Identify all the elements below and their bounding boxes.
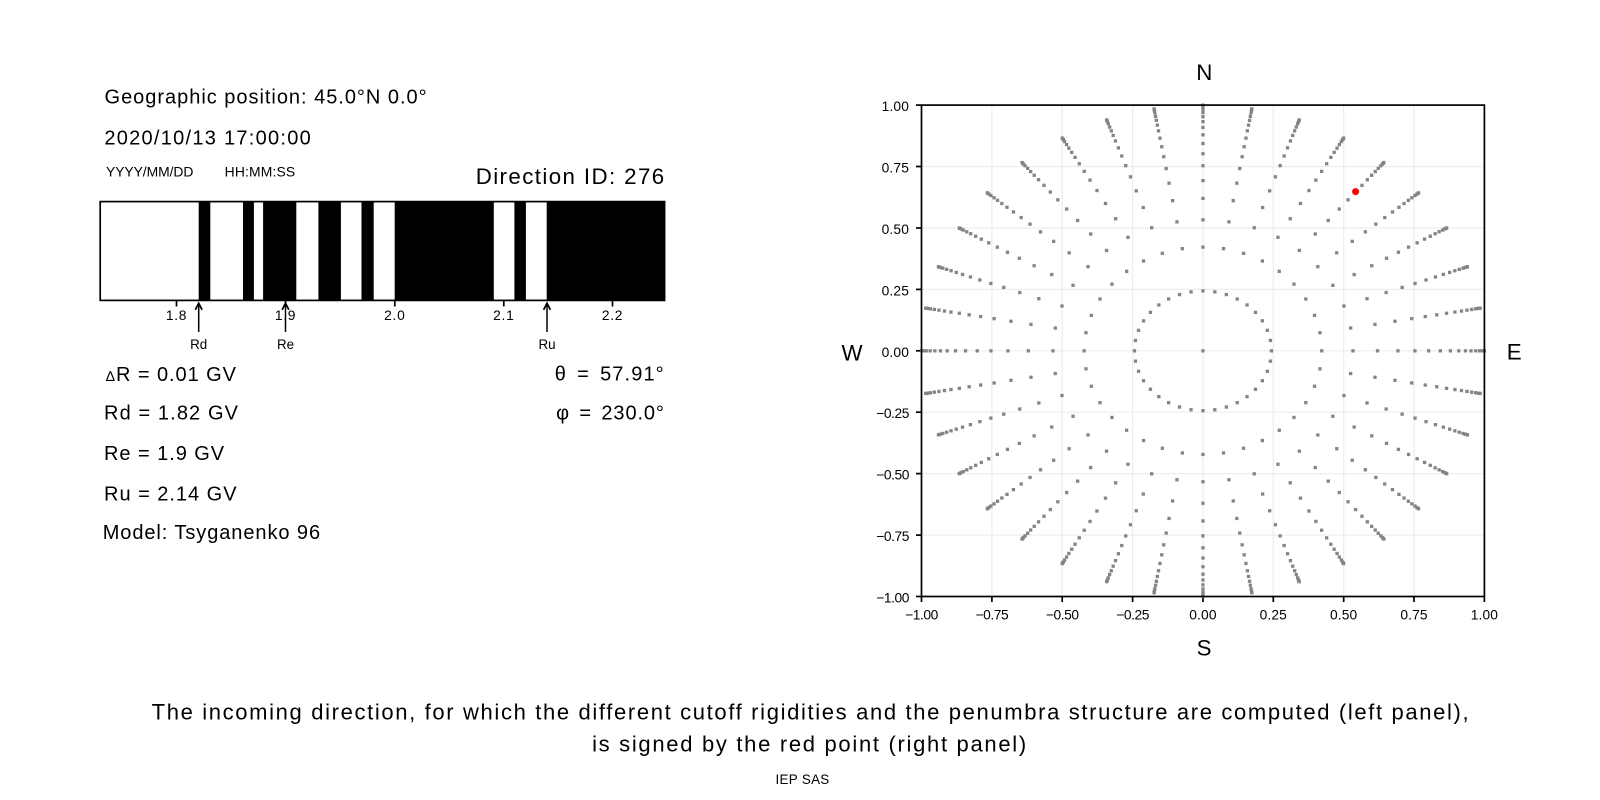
svg-text:−1.00: −1.00 (905, 607, 939, 622)
svg-text:Rd = 1.82 GV: Rd = 1.82 GV (104, 403, 239, 425)
svg-text:0.50: 0.50 (1330, 607, 1358, 622)
svg-text:is signed by the red point (ri: is signed by the red point (right panel) (592, 732, 1028, 757)
svg-text:2.2: 2.2 (602, 308, 623, 323)
svg-text:S: S (1197, 636, 1212, 661)
svg-text:−0.75: −0.75 (876, 529, 910, 544)
svg-text:Re = 1.9 GV: Re = 1.9 GV (104, 443, 225, 465)
svg-text:2.0: 2.0 (384, 308, 405, 323)
svg-text:∆: ∆ (106, 369, 115, 385)
svg-text:HH:MM:SS: HH:MM:SS (225, 163, 296, 179)
svg-text:θ = 57.91°: θ = 57.91° (555, 364, 665, 386)
svg-text:1.00: 1.00 (1471, 607, 1499, 622)
svg-text:φ = 230.0°: φ = 230.0° (556, 403, 665, 425)
svg-text:0.75: 0.75 (1400, 607, 1428, 622)
svg-text:2.1: 2.1 (493, 308, 514, 323)
svg-text:0.25: 0.25 (1260, 607, 1288, 622)
svg-text:1.00: 1.00 (882, 99, 910, 114)
svg-text:R = 0.01 GV: R = 0.01 GV (116, 364, 237, 386)
svg-text:IEP SAS: IEP SAS (776, 772, 830, 787)
svg-text:The incoming direction, for wh: The incoming direction, for which the di… (152, 700, 1471, 725)
svg-text:Re: Re (277, 337, 294, 352)
svg-text:N: N (1196, 60, 1212, 85)
svg-text:0.50: 0.50 (882, 222, 910, 237)
svg-text:0.00: 0.00 (1189, 607, 1217, 622)
svg-text:YYYY/MM/DD: YYYY/MM/DD (106, 163, 193, 179)
svg-text:0.00: 0.00 (882, 345, 910, 360)
svg-text:−0.50: −0.50 (1046, 607, 1080, 622)
svg-text:−0.25: −0.25 (1116, 607, 1150, 622)
svg-text:−0.25: −0.25 (876, 406, 910, 421)
svg-text:0.25: 0.25 (882, 283, 910, 298)
svg-text:Geographic position: 45.0°N 0.: Geographic position: 45.0°N 0.0° (105, 87, 428, 109)
svg-text:Direction ID: 276: Direction ID: 276 (476, 164, 666, 189)
svg-text:1.8: 1.8 (166, 308, 187, 323)
svg-text:Rd: Rd (190, 337, 207, 352)
svg-text:Model: Tsyganenko 96: Model: Tsyganenko 96 (103, 522, 321, 544)
svg-text:E: E (1507, 340, 1522, 365)
svg-text:−1.00: −1.00 (876, 590, 910, 605)
svg-text:−0.75: −0.75 (975, 607, 1009, 622)
svg-text:W: W (842, 341, 863, 366)
svg-text:0.75: 0.75 (882, 160, 910, 175)
svg-text:2020/10/13 17:00:00: 2020/10/13 17:00:00 (104, 127, 312, 149)
svg-text:Ru = 2.14 GV: Ru = 2.14 GV (104, 483, 237, 505)
svg-text:Ru: Ru (538, 337, 555, 352)
svg-text:−0.50: −0.50 (876, 468, 910, 483)
